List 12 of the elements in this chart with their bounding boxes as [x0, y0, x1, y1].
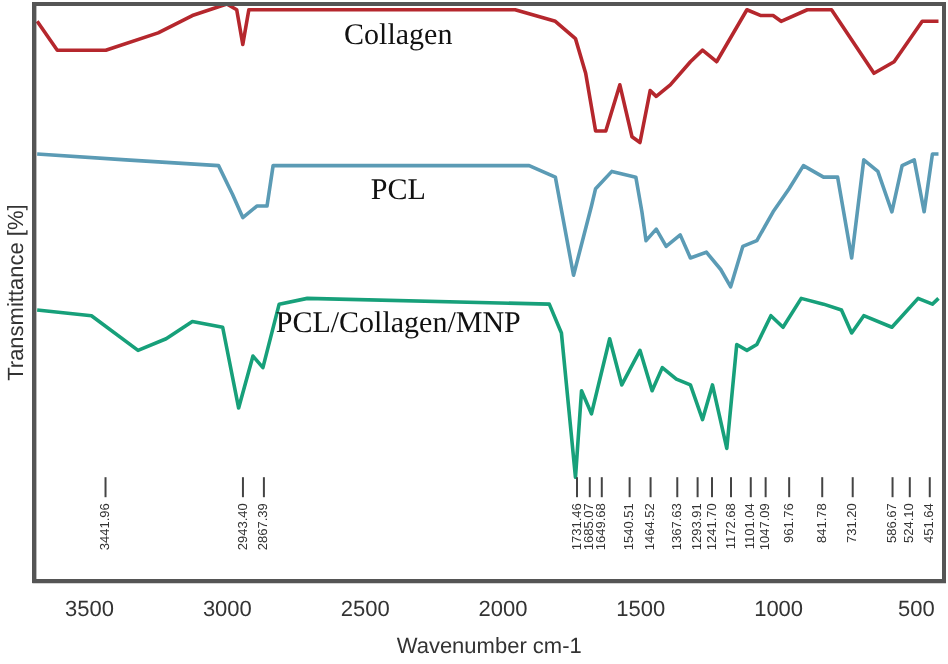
x-tick-label: 1000	[754, 598, 804, 623]
x-tick-label: 1500	[616, 598, 666, 623]
series-label: PCL	[370, 175, 426, 208]
y-axis-title: Transmittance [%]	[5, 204, 30, 381]
x-axis-title: Wavenumber cm-1	[396, 634, 582, 659]
series-label: Collagen	[344, 19, 454, 52]
x-tick-label: 3000	[202, 598, 252, 623]
x-tick-label: 2500	[340, 598, 390, 623]
x-tick-label: 500	[898, 598, 935, 623]
x-tick-label: 3500	[65, 598, 115, 623]
x-tick-label: 2000	[478, 598, 528, 623]
series-label: PCL/Collagen/MNP	[275, 308, 521, 341]
